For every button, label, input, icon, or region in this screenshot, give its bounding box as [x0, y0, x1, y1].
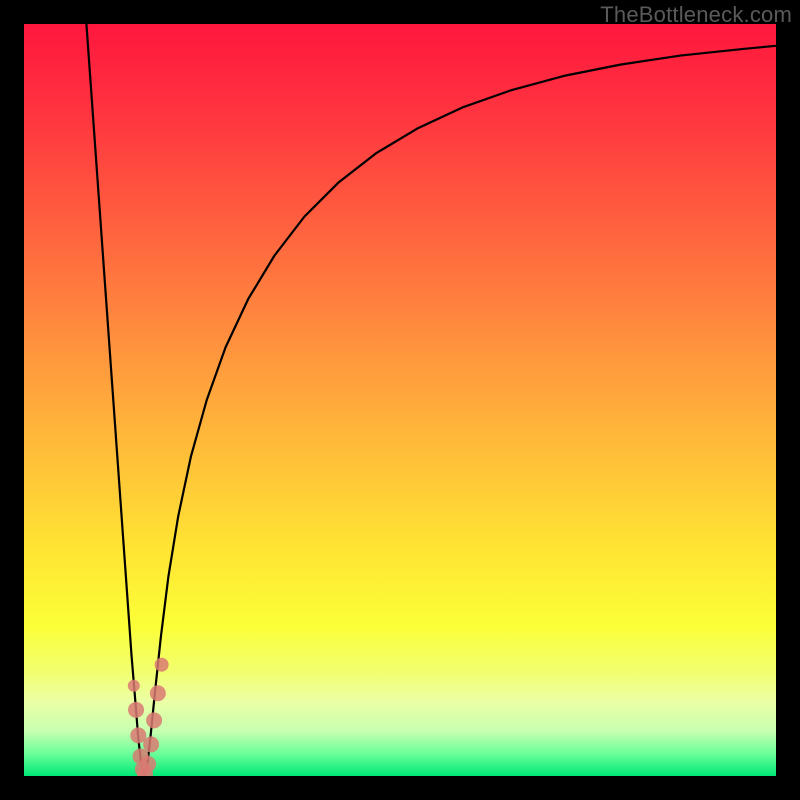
marker-point [150, 685, 166, 701]
marker-point [128, 702, 144, 718]
marker-point [155, 658, 169, 672]
chart-container: TheBottleneck.com [0, 0, 800, 800]
bottleneck-chart [0, 0, 800, 800]
marker-point [146, 712, 162, 728]
plot-background [24, 24, 776, 776]
watermark-text: TheBottleneck.com [600, 2, 792, 28]
marker-point [140, 756, 156, 772]
marker-point [143, 736, 159, 752]
marker-point [128, 680, 140, 692]
